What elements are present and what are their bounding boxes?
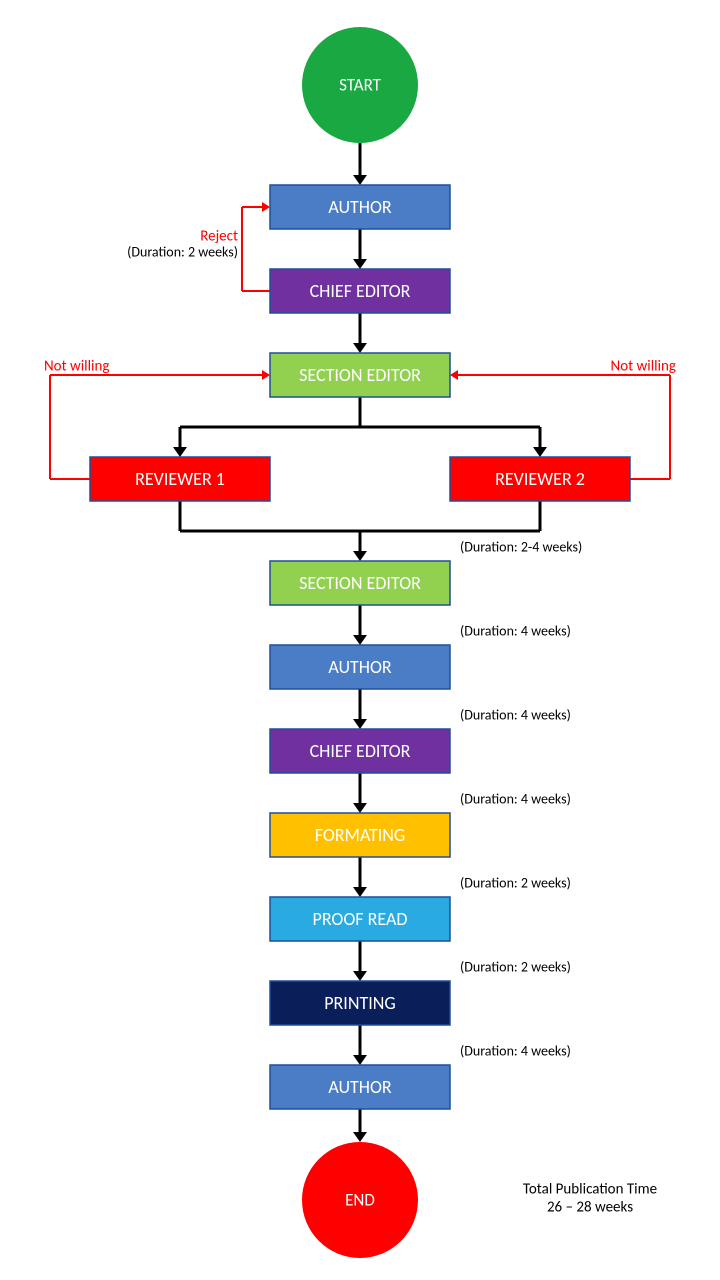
label-dur6: (Duration: 2 weeks)	[460, 958, 571, 975]
node-start-label: START	[339, 75, 382, 96]
label-dur3: (Duration: 4 weeks)	[460, 706, 571, 723]
label-dur2: (Duration: 4 weeks)	[460, 622, 571, 639]
node-author2-label: AUTHOR	[328, 656, 392, 678]
node-end: END	[302, 1142, 418, 1258]
node-author2: AUTHOR	[270, 645, 450, 689]
node-author3-label: AUTHOR	[328, 1076, 392, 1098]
node-format-label: FORMATING	[315, 824, 405, 846]
node-sect1: SECTION EDITOR	[270, 353, 450, 397]
edge-format-proof	[353, 857, 367, 897]
label-notwillingL: Not willing	[44, 358, 109, 376]
node-rev2: REVIEWER 2	[450, 457, 630, 501]
node-sect1-label: SECTION EDITOR	[299, 364, 421, 386]
edge-print-author3	[353, 1025, 367, 1065]
node-chief2: CHIEF EDITOR	[270, 729, 450, 773]
label-dur0: (Duration: 2 weeks)	[127, 243, 238, 260]
edge-chief1-sect1	[353, 313, 367, 353]
edge-author1-chief1	[353, 229, 367, 269]
node-proof-label: PROOF READ	[313, 908, 408, 930]
node-start: START	[302, 27, 418, 143]
edge-sect2-author2	[353, 605, 367, 645]
edge-start-author1	[353, 143, 367, 185]
label-notwillingR: Not willing	[611, 358, 676, 376]
node-author1: AUTHOR	[270, 185, 450, 229]
label-dur4: (Duration: 4 weeks)	[460, 790, 571, 807]
node-author3: AUTHOR	[270, 1065, 450, 1109]
label-dur7: (Duration: 4 weeks)	[460, 1042, 571, 1059]
edge-reject	[242, 202, 270, 291]
label-total2: 26 – 28 weeks	[547, 1199, 633, 1217]
node-chief1: CHIEF EDITOR	[270, 269, 450, 313]
node-rev2-label: REVIEWER 2	[495, 468, 585, 490]
node-sect2: SECTION EDITOR	[270, 561, 450, 605]
edge-chief2-format	[353, 773, 367, 813]
node-chief1-label: CHIEF EDITOR	[310, 280, 411, 302]
node-format: FORMATING	[270, 813, 450, 857]
edge-proof-print	[353, 941, 367, 981]
edge-author3-end	[353, 1109, 367, 1142]
node-sect2-label: SECTION EDITOR	[299, 572, 421, 594]
label-dur5: (Duration: 2 weeks)	[460, 874, 571, 891]
edge-author2-chief2	[353, 689, 367, 729]
node-rev1: REVIEWER 1	[90, 457, 270, 501]
node-print-label: PRINTING	[324, 992, 396, 1014]
node-proof: PROOF READ	[270, 897, 450, 941]
node-print: PRINTING	[270, 981, 450, 1025]
label-dur1: (Duration: 2-4 weeks)	[460, 538, 582, 555]
edge-split	[173, 397, 547, 457]
label-total1: Total Publication Time	[523, 1181, 657, 1199]
node-end-label: END	[345, 1190, 375, 1211]
node-rev1-label: REVIEWER 1	[135, 468, 225, 490]
node-author1-label: AUTHOR	[328, 196, 392, 218]
node-chief2-label: CHIEF EDITOR	[310, 740, 411, 762]
